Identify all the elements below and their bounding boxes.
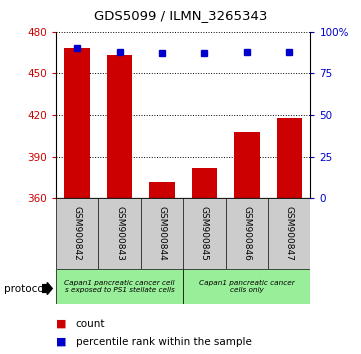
Bar: [64, 48, 90, 198]
Bar: [192, 168, 217, 198]
Text: count: count: [76, 319, 105, 329]
Bar: [234, 132, 260, 198]
Text: Capan1 pancreatic cancer cell
s exposed to PS1 stellate cells: Capan1 pancreatic cancer cell s exposed …: [64, 280, 175, 293]
Text: GSM900845: GSM900845: [200, 206, 209, 261]
Text: GSM900843: GSM900843: [115, 206, 124, 261]
Text: protocol: protocol: [4, 284, 46, 293]
Bar: [107, 56, 132, 198]
Text: GSM900847: GSM900847: [285, 206, 294, 261]
Text: ■: ■: [56, 337, 66, 347]
Text: GSM900844: GSM900844: [157, 206, 166, 261]
Bar: [277, 118, 302, 198]
FancyArrow shape: [42, 282, 52, 295]
Bar: [149, 182, 175, 198]
Text: ■: ■: [56, 319, 66, 329]
Bar: [56, 269, 183, 304]
Bar: [183, 269, 310, 304]
Text: percentile rank within the sample: percentile rank within the sample: [76, 337, 252, 347]
Text: GSM900842: GSM900842: [73, 206, 82, 261]
Text: Capan1 pancreatic cancer
cells only: Capan1 pancreatic cancer cells only: [199, 280, 295, 293]
Text: GSM900846: GSM900846: [242, 206, 251, 261]
Text: GDS5099 / ILMN_3265343: GDS5099 / ILMN_3265343: [94, 9, 267, 22]
